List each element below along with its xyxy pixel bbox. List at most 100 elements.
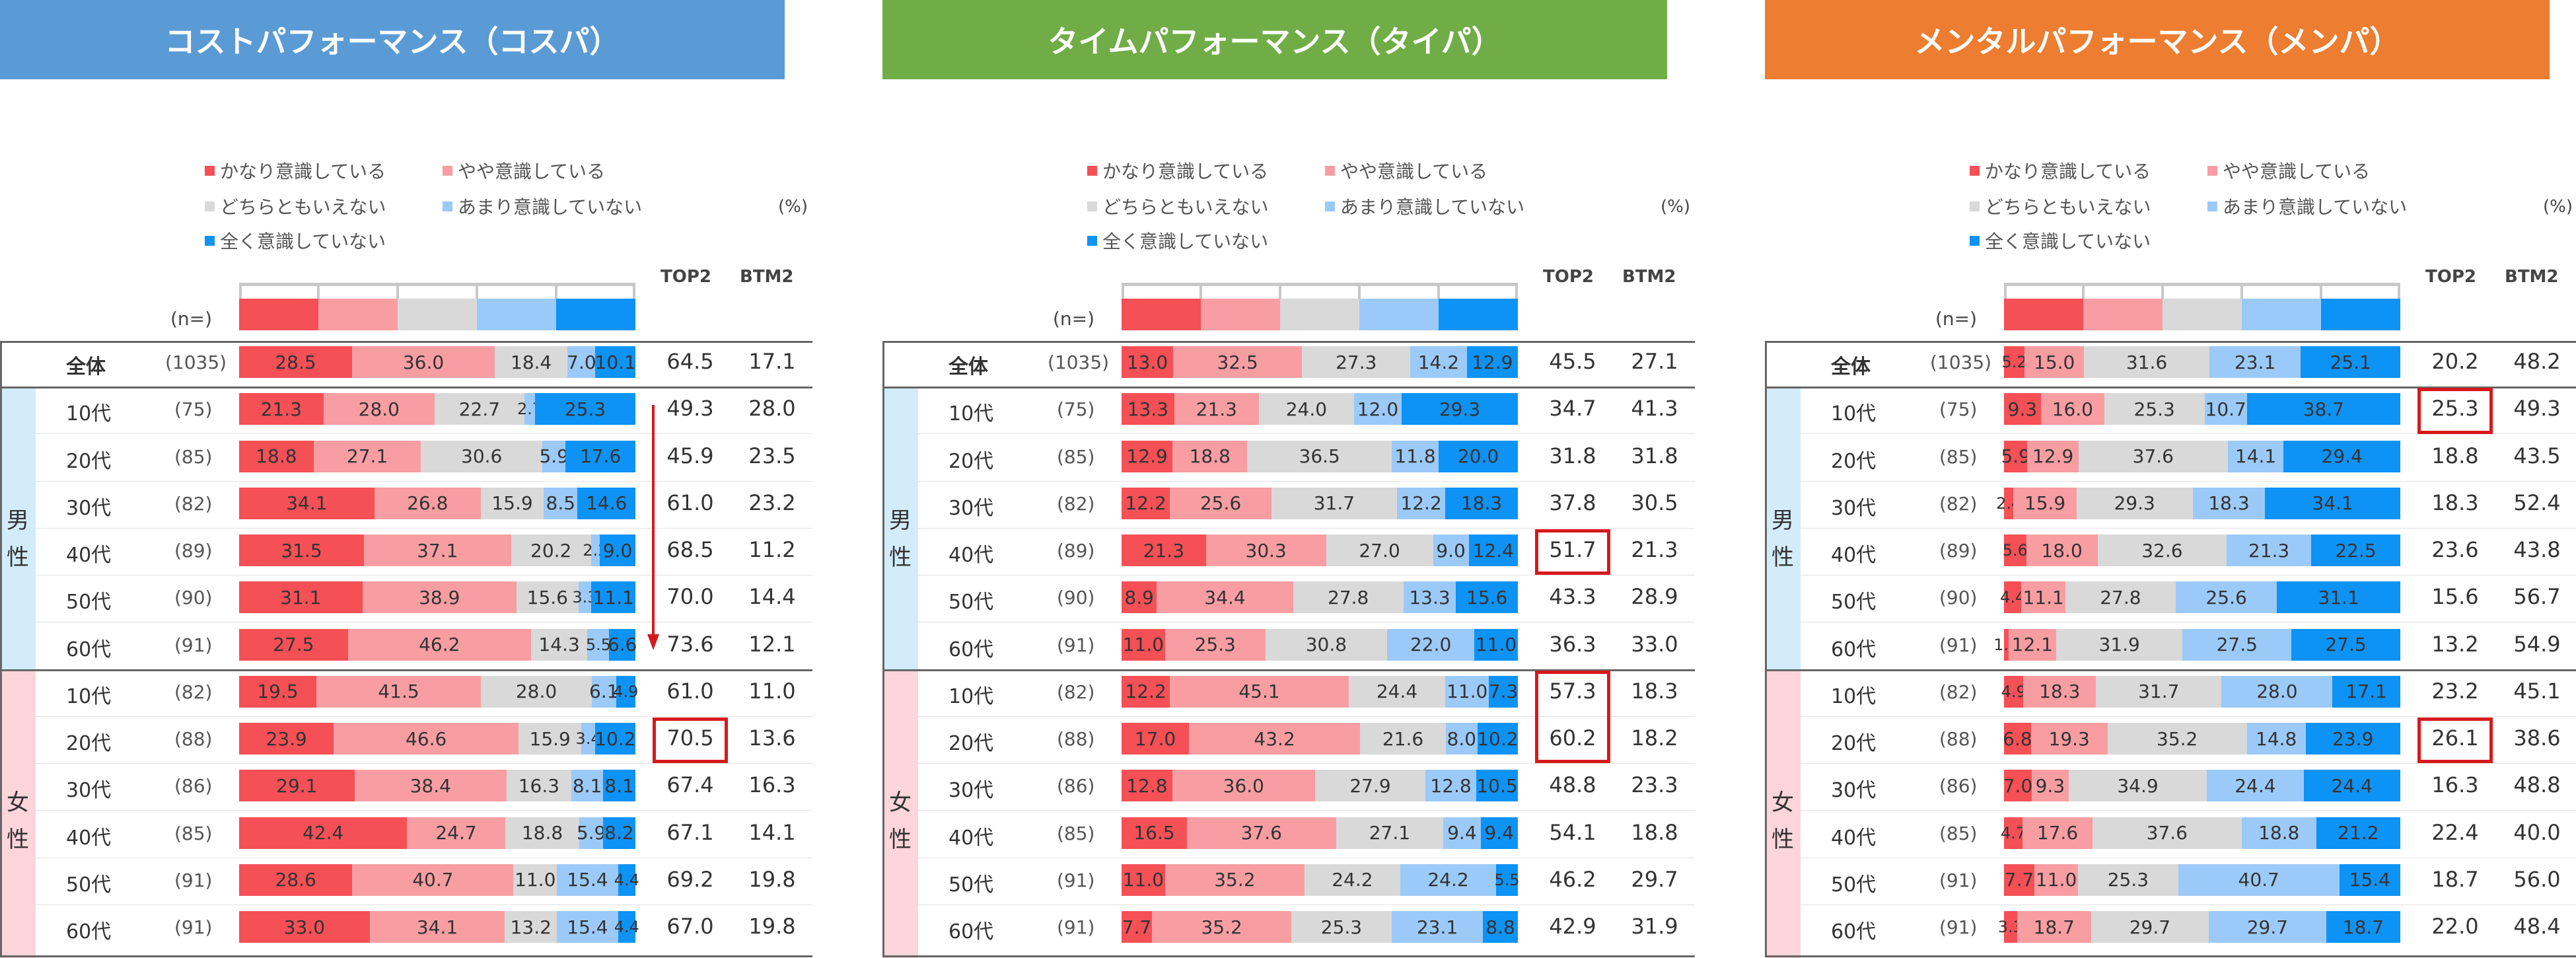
bar-value-label: 18.4	[511, 351, 552, 373]
top2-value: 70.5	[666, 725, 714, 751]
legend-swatch	[1325, 165, 1335, 176]
top2-value: 22.0	[2431, 914, 2479, 939]
bar-value-label: 15.6	[526, 586, 568, 608]
male-label: 男性	[882, 502, 918, 576]
bar-segment: 8.8	[1483, 911, 1518, 943]
stacked-bar: 5.2 15.0 31.6 23.1 25.1	[2002, 346, 2400, 378]
bar-value-label: 29.7	[2129, 916, 2171, 938]
top2-value: 67.0	[666, 914, 714, 939]
highlight-box	[1535, 670, 1610, 764]
bar-value-label: 11.0	[1475, 634, 1517, 655]
stacked-bar: 34.1 26.8 15.9 8.5 14.6	[239, 487, 635, 519]
legend-swatch	[1970, 235, 1980, 246]
male-label: 男性	[1765, 502, 1801, 576]
bar-segment: 34.1	[2265, 487, 2400, 519]
bar-value-label: 38.9	[419, 586, 460, 608]
table-left-border	[0, 341, 2, 956]
female-label-char: 性	[7, 827, 29, 854]
bar-value-label: 18.8	[521, 822, 563, 844]
bar-segment: 31.7	[2096, 675, 2222, 708]
row-label: 50代	[1831, 873, 1877, 897]
n-value: (75)	[1057, 398, 1095, 421]
bar-value-label: 34.1	[416, 916, 458, 938]
bar-segment: 23.9	[239, 723, 334, 755]
stacked-bar: 8.9 34.4 27.8 13.3 15.6	[1122, 581, 1518, 614]
n-value: (85)	[174, 822, 213, 844]
bar-segment: 16.3	[507, 770, 571, 802]
bar-segment: 14.6	[577, 487, 635, 519]
top2-value: 42.9	[1549, 914, 1596, 939]
top2-header: TOP2	[2425, 267, 2476, 287]
bar-segment: 9.4	[1480, 817, 1518, 849]
bar-segment: 46.2	[347, 628, 531, 661]
n-value: (91)	[1057, 869, 1095, 891]
bar-segment: 23.1	[1391, 911, 1484, 943]
bar-segment: 21.3	[2227, 534, 2311, 566]
bar-value-label: 5.9	[539, 445, 569, 467]
bar-value-label: 11.0	[1122, 869, 1164, 891]
btm2-value: 30.5	[1631, 490, 1678, 515]
bar-segment: 12.2	[1122, 487, 1170, 519]
bar-value-label: 27.1	[1369, 822, 1411, 844]
bar-value-label: 15.4	[567, 869, 608, 891]
btm2-value: 11.2	[748, 537, 796, 562]
bar-segment: 8.9	[1122, 581, 1157, 614]
legend-item: 全く意識していない	[205, 227, 386, 254]
stacked-bar: 13.0 32.5 27.3 14.2 12.9	[1122, 346, 1518, 378]
stacked-bar: 6.8 19.3 35.2 14.8 23.9	[2003, 723, 2400, 755]
bar-segment: 11.0	[1122, 864, 1165, 896]
bar-segment: 21.2	[2316, 817, 2400, 849]
n-value: (82)	[1939, 681, 1978, 703]
bar-value-label: 9.3	[2035, 774, 2065, 797]
female-label-char: 女	[889, 790, 912, 817]
row-divider	[918, 810, 1695, 811]
row-label: 60代	[1831, 920, 1877, 943]
bar-value-label: 29.7	[2246, 916, 2289, 938]
bar-value-label: 29.3	[1439, 398, 1481, 420]
bar-segment: 35.2	[1164, 864, 1305, 896]
bar-value-label: 27.8	[1328, 586, 1369, 608]
trend-arrow-head	[647, 634, 659, 650]
bar-segment: 31.6	[2084, 346, 2209, 378]
stacked-bar: 5.6 18.0 32.6 21.3 22.5	[2003, 534, 2400, 566]
scale-segment	[2004, 299, 2083, 330]
bar-segment: 38.7	[2246, 393, 2400, 425]
table-top-rule	[0, 341, 812, 343]
btm2-value: 12.1	[748, 631, 796, 657]
stacked-bar: 5.9 12.9 37.6 14.1 29.4	[2001, 440, 2400, 472]
bar-segment: 11.0	[1445, 675, 1489, 708]
bar-segment: 13.2	[505, 911, 557, 943]
scale-tick	[1199, 283, 1202, 299]
n-value: (82)	[174, 681, 213, 703]
bar-segment: 5.2	[2002, 346, 2027, 378]
stacked-bar: 3.3 18.7 29.7 29.7 18.7	[1998, 911, 2400, 943]
legend-label: 全く意識していない	[1102, 231, 1269, 252]
bar-segment: 34.1	[369, 911, 505, 943]
bar-value-label: 4.4	[614, 870, 639, 889]
btm2-value: 29.7	[1631, 866, 1678, 892]
male-label-char: 性	[889, 544, 912, 571]
chart-panel: メンタルパフォーマンス（メンパ） かなり意識している やや意識している どちらともいえ…	[1765, 0, 2576, 958]
bar-segment: 25.1	[2301, 346, 2400, 378]
bar-value-label: 40.7	[2238, 869, 2279, 891]
bar-segment: 5.9	[539, 440, 569, 472]
row-divider	[918, 433, 1695, 435]
bar-segment: 18.7	[2326, 911, 2400, 943]
stacked-bar: 12.8 36.0 27.9 12.8 10.5	[1122, 770, 1518, 802]
scale-segment	[2083, 299, 2163, 330]
row-divider	[36, 480, 812, 482]
bar-segment: 15.4	[557, 911, 618, 943]
row-label: 10代	[948, 684, 994, 708]
row-label: 30代	[1831, 496, 1877, 520]
bar-segment: 20.2	[511, 534, 591, 566]
bar-segment: 8.5	[544, 487, 578, 519]
bar-value-label: 14.1	[2235, 445, 2277, 467]
scale-bar	[1122, 299, 1518, 330]
bar-segment: 31.1	[2277, 581, 2400, 614]
bar-value-label: 7.7	[1122, 916, 1152, 938]
bar-value-label: 9.3	[2007, 398, 2038, 420]
btm2-value: 19.8	[748, 866, 796, 892]
bar-segment: 2.7	[517, 393, 542, 425]
bar-segment: 27.0	[1326, 534, 1433, 566]
legend-label: やや意識している	[1340, 161, 1488, 182]
